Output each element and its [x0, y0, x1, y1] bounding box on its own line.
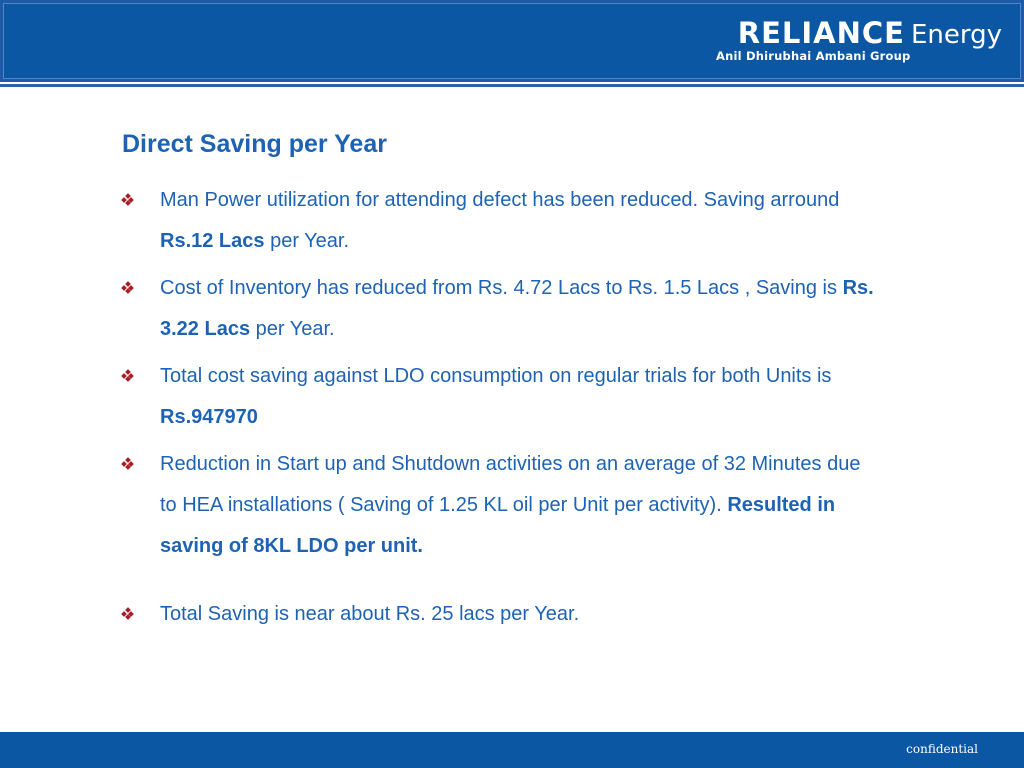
logo-wordmark: RELIANCE Energy: [738, 16, 1002, 50]
bullet-tail: per Year.: [264, 230, 350, 252]
bullet-highlight: Rs. 3.22 Lacs: [160, 277, 874, 340]
diamond-cluster-icon: [121, 193, 134, 206]
bullet-text: Man Power utilization for attending defe…: [160, 189, 840, 211]
confidential-label: confidential: [906, 742, 978, 756]
logo-product: Energy: [910, 20, 1002, 50]
company-logo: RELIANCE Energy Anil Dhirubhai Ambani Gro…: [712, 14, 1002, 66]
bullet-tail: per Year.: [250, 318, 335, 340]
bullet-item: Total cost saving against LDO consumptio…: [121, 356, 882, 438]
diamond-cluster-icon: [121, 281, 134, 294]
bullet-text: Cost of Inventory has reduced from Rs. 4…: [160, 277, 843, 299]
bullet-text: Total Saving is near about Rs. 25 lacs p…: [160, 603, 580, 625]
header: RELIANCE Energy Anil Dhirubhai Ambani Gro…: [0, 0, 1024, 87]
bullet-highlight: Resulted in saving of 8KL LDO per unit.: [160, 494, 836, 557]
diamond-cluster-icon: [121, 369, 134, 382]
logo-brand: RELIANCE: [737, 16, 905, 50]
header-bar: RELIANCE Energy Anil Dhirubhai Ambani Gro…: [0, 0, 1024, 82]
logo-subtitle: Anil Dhirubhai Ambani Group: [716, 49, 911, 63]
bullet-item: Cost of Inventory has reduced from Rs. 4…: [121, 268, 882, 350]
bullet-item: Reduction in Start up and Shutdown activ…: [121, 444, 882, 567]
header-divider: [0, 84, 1024, 87]
diamond-cluster-icon: [121, 457, 134, 470]
bullet-highlight: Rs.12 Lacs: [160, 230, 265, 252]
bullet-text: Total cost saving against LDO consumptio…: [160, 365, 832, 387]
bullet-item: Man Power utilization for attending defe…: [121, 180, 882, 262]
bullet-item: Total Saving is near about Rs. 25 lacs p…: [121, 594, 882, 635]
diamond-cluster-icon: [121, 607, 134, 620]
slide-title: Direct Saving per Year: [122, 130, 387, 158]
bullet-highlight: Rs.947970: [160, 406, 258, 428]
header-panel: [3, 3, 1021, 79]
bullet-text: Reduction in Start up and Shutdown activ…: [160, 453, 861, 516]
bullet-list: Man Power utilization for attending defe…: [121, 180, 882, 635]
footer-bar: confidential: [0, 732, 1024, 768]
